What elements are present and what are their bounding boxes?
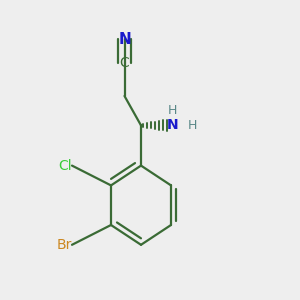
Text: Br: Br: [57, 238, 72, 252]
Text: Cl: Cl: [58, 159, 72, 172]
Text: H: H: [188, 119, 197, 132]
Text: C: C: [120, 56, 129, 70]
Text: H: H: [168, 104, 177, 118]
Text: N: N: [118, 32, 131, 46]
Text: N: N: [167, 118, 178, 132]
